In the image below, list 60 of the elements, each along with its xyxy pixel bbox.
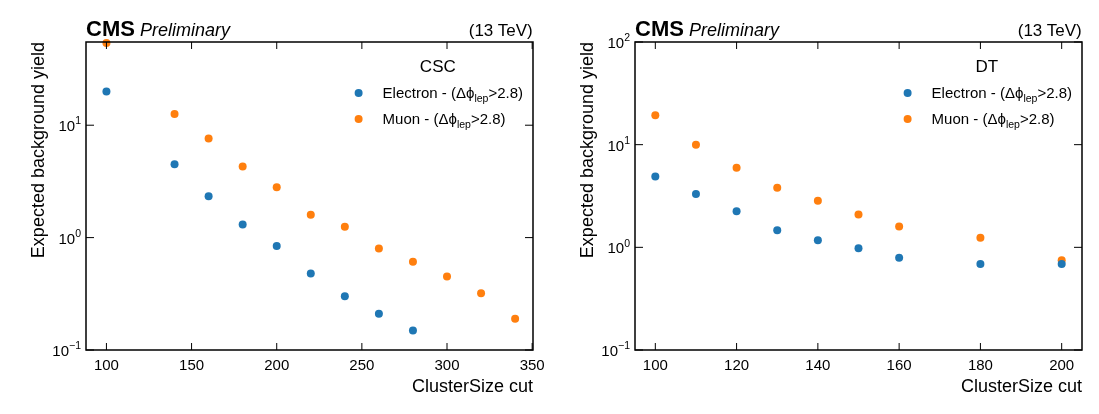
point	[854, 210, 863, 219]
x-tick-label: 350	[519, 356, 545, 373]
point	[204, 192, 213, 201]
x-tick-label: 250	[349, 356, 375, 373]
point	[976, 259, 985, 268]
point	[306, 210, 315, 219]
chart-title: CMS	[86, 16, 135, 41]
point	[895, 253, 904, 262]
chart-subtitle: Preliminary	[139, 20, 231, 40]
point	[102, 87, 111, 96]
x-tick-label: 100	[642, 356, 668, 373]
x-tick-label: 140	[805, 356, 831, 373]
x-tick-label: 200	[264, 356, 290, 373]
point	[340, 292, 349, 301]
point	[374, 244, 383, 253]
point	[813, 236, 822, 245]
point	[374, 309, 383, 318]
point	[732, 163, 741, 172]
point	[895, 222, 904, 231]
y-axis-title: Expected background yield	[577, 42, 597, 259]
point	[170, 109, 179, 118]
point	[238, 220, 247, 229]
point	[732, 207, 741, 216]
x-tick-label: 120	[724, 356, 750, 373]
x-tick-label: 300	[434, 356, 460, 373]
point	[651, 172, 660, 181]
point	[408, 257, 417, 266]
point	[238, 162, 247, 171]
point	[691, 190, 700, 199]
point	[272, 242, 281, 251]
chart-subtitle: Preliminary	[688, 20, 780, 40]
x-tick-label: 200	[1049, 356, 1075, 373]
x-tick-label: 160	[886, 356, 912, 373]
point	[408, 326, 417, 335]
point	[976, 233, 985, 242]
y-axis-title: Expected background yield	[28, 42, 48, 259]
point	[651, 111, 660, 120]
x-axis-title: ClusterSize cut	[411, 376, 533, 396]
legend-title: CSC	[419, 57, 456, 76]
point	[306, 269, 315, 278]
point	[272, 183, 281, 192]
text: (13 TeV)	[1017, 21, 1082, 40]
point	[773, 226, 782, 235]
x-axis-title: ClusterSize cut	[960, 376, 1082, 396]
point	[691, 140, 700, 149]
text: (13 TeV)	[468, 21, 533, 40]
point	[773, 183, 782, 192]
point	[170, 160, 179, 169]
x-tick-label: 180	[967, 356, 993, 373]
x-tick-label: 150	[179, 356, 205, 373]
point	[813, 196, 822, 205]
point	[204, 134, 213, 143]
point	[511, 314, 520, 323]
point	[443, 272, 452, 281]
x-tick-label: 100	[93, 356, 119, 373]
chart-title: CMS	[635, 16, 684, 41]
point	[854, 244, 863, 253]
point	[477, 289, 486, 298]
point	[340, 222, 349, 231]
legend-title: DT	[975, 57, 999, 76]
